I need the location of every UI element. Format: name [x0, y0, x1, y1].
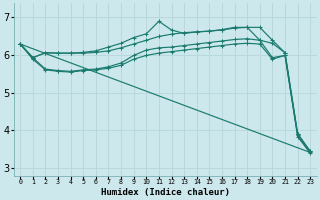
X-axis label: Humidex (Indice chaleur): Humidex (Indice chaleur) — [101, 188, 230, 197]
